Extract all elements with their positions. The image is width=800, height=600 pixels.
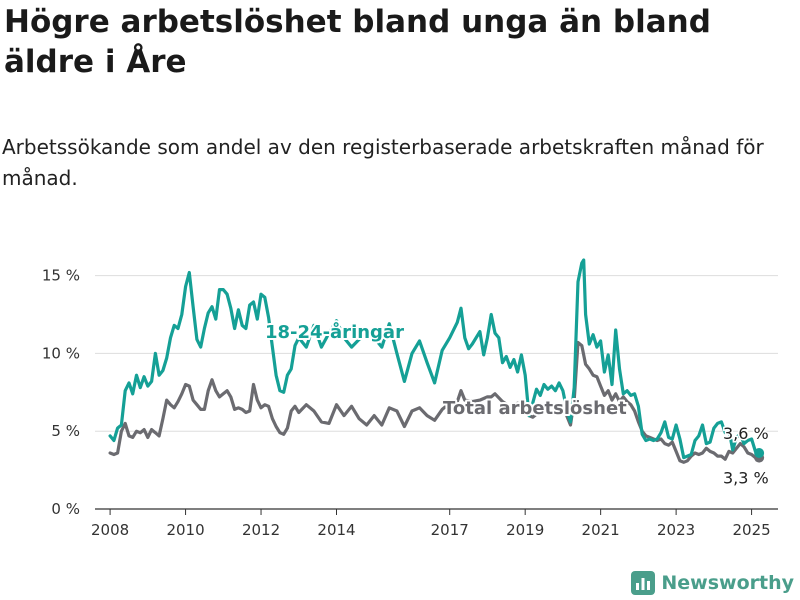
series-line-total [108, 340, 761, 464]
chart-subtitle: Arbetssökande som andel av den registerb… [2, 135, 764, 190]
x-tick-label: 2021 [582, 521, 620, 539]
series-label-total: Total arbetslöshet [443, 398, 627, 419]
y-tick-label: 10 % [42, 344, 80, 362]
x-tick-label: 2025 [732, 521, 770, 539]
chart-title: Högre arbetslöshet bland unga än bland ä… [4, 4, 711, 80]
y-tick-label: 15 % [42, 267, 80, 285]
y-axis: 0 % 5 % 10 % 15 % [42, 267, 80, 518]
x-tick-label: 2008 [91, 521, 129, 539]
end-value-total: 3,3 % [723, 469, 769, 488]
gridlines [95, 275, 778, 510]
x-tick-label: 2023 [657, 521, 695, 539]
y-tick-label: 5 % [51, 422, 80, 440]
x-axis: 2008 2010 2012 2014 2017 2019 2021 2023 2025 [91, 509, 771, 539]
series-label-youth: 18-24-åringar [265, 321, 404, 343]
newsworthy-brand: Newsworthy [631, 571, 794, 595]
x-tick-label: 2010 [166, 521, 204, 539]
end-value-youth: 3,6 % [723, 424, 769, 443]
series-layer [108, 258, 765, 464]
x-tick-label: 2012 [242, 521, 280, 539]
y-tick-label: 0 % [51, 500, 80, 518]
series-line-youth [108, 258, 761, 460]
x-tick-label: 2019 [506, 521, 544, 539]
x-tick-label: 2017 [431, 521, 469, 539]
bar-chart-icon [631, 571, 656, 595]
brand-name: Newsworthy [661, 572, 794, 594]
x-tick-label: 2014 [317, 521, 355, 539]
end-point-youth [754, 447, 765, 458]
series-labels: 18-24-åringar Total arbetslöshet 3,6 % 3,3 … [263, 319, 770, 489]
